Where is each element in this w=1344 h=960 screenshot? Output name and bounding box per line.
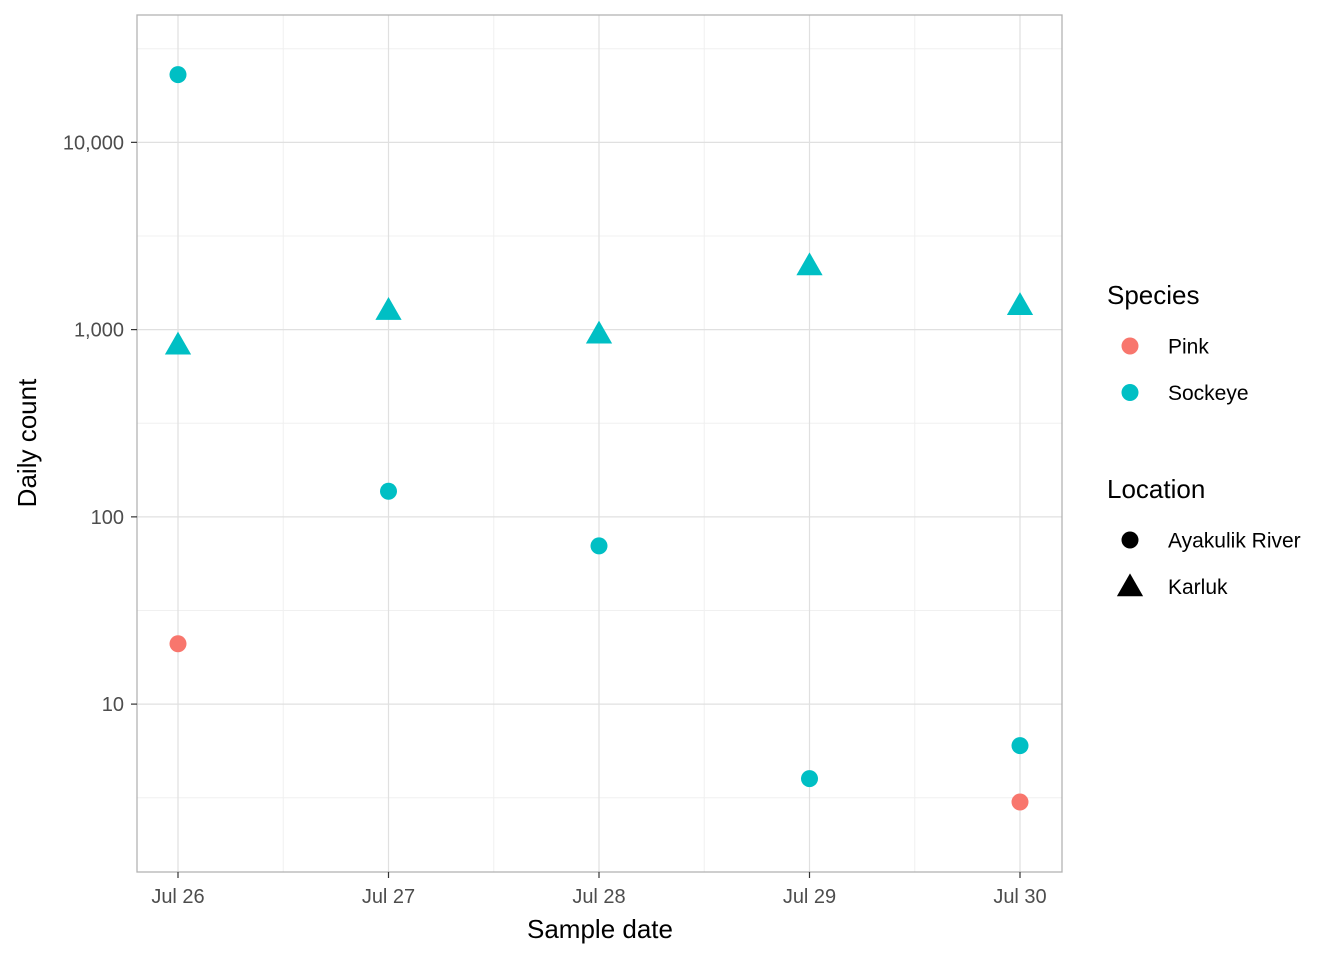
point-sockeye-karluk-jul-27 — [375, 297, 402, 320]
point-sockeye-ayakulik-river-jul-29 — [801, 770, 818, 788]
point-sockeye-karluk-jul-29 — [796, 252, 823, 276]
legend-item-sockeye: Sockeye — [1121, 382, 1249, 405]
legend-item-karluk: Karluk — [1116, 573, 1228, 599]
legend-item-ayakulik-river: Ayakulik River — [1121, 530, 1301, 553]
legend-key-karluk — [1116, 573, 1144, 597]
legend-label: Pink — [1168, 336, 1209, 359]
x-tick-label: Jul 30 — [993, 886, 1046, 908]
major-gridlines — [137, 15, 1062, 872]
y-tick-label: 100 — [91, 507, 124, 529]
legend-key-ayakulik-river — [1121, 531, 1139, 549]
x-tick-label: Jul 28 — [572, 886, 625, 908]
point-sockeye-karluk-jul-28 — [585, 320, 613, 344]
legend-item-pink: Pink — [1121, 336, 1209, 359]
legend: Species Pink Sockeye Location Ayakulik River… — [1107, 280, 1301, 599]
point-pink-ayakulik-river-jul-30 — [1011, 793, 1029, 811]
point-pink-ayakulik-river-jul-26 — [169, 635, 187, 653]
x-axis-tick-labels: Jul 26 Jul 27 Jul 28 Jul 29 Jul 30 — [151, 886, 1046, 908]
y-axis-title: Daily count — [12, 378, 42, 507]
y-axis-tick-labels: 10 100 1,000 10,000 — [63, 132, 124, 716]
point-sockeye-karluk-jul-30 — [1006, 292, 1034, 315]
y-tick-label: 10 — [102, 694, 124, 716]
data-points — [164, 66, 1034, 811]
point-sockeye-ayakulik-river-jul-27 — [380, 482, 397, 500]
legend-title: Species — [1107, 280, 1200, 310]
legend-title: Location — [1107, 474, 1205, 504]
legend-label: Sockeye — [1168, 382, 1249, 405]
point-sockeye-ayakulik-river-jul-30 — [1011, 737, 1029, 755]
point-sockeye-ayakulik-river-jul-26 — [169, 66, 187, 84]
y-tick-label: 10,000 — [63, 132, 124, 154]
x-tick-label: Jul 29 — [783, 886, 836, 908]
legend-key-pink — [1121, 337, 1139, 355]
legend-label: Ayakulik River — [1168, 530, 1301, 553]
legend-location: Location Ayakulik River Karluk — [1107, 474, 1301, 599]
y-tick-label: 1,000 — [74, 320, 124, 342]
legend-key-sockeye — [1121, 384, 1139, 401]
x-tick-label: Jul 27 — [362, 886, 415, 908]
legend-species: Species Pink Sockeye — [1107, 280, 1249, 405]
x-axis-title: Sample date — [527, 914, 673, 944]
point-sockeye-ayakulik-river-jul-28 — [590, 537, 608, 555]
x-tick-label: Jul 26 — [151, 886, 204, 908]
point-sockeye-karluk-jul-26 — [164, 331, 192, 355]
axis-ticks — [131, 141, 1021, 878]
legend-label: Karluk — [1168, 576, 1228, 599]
